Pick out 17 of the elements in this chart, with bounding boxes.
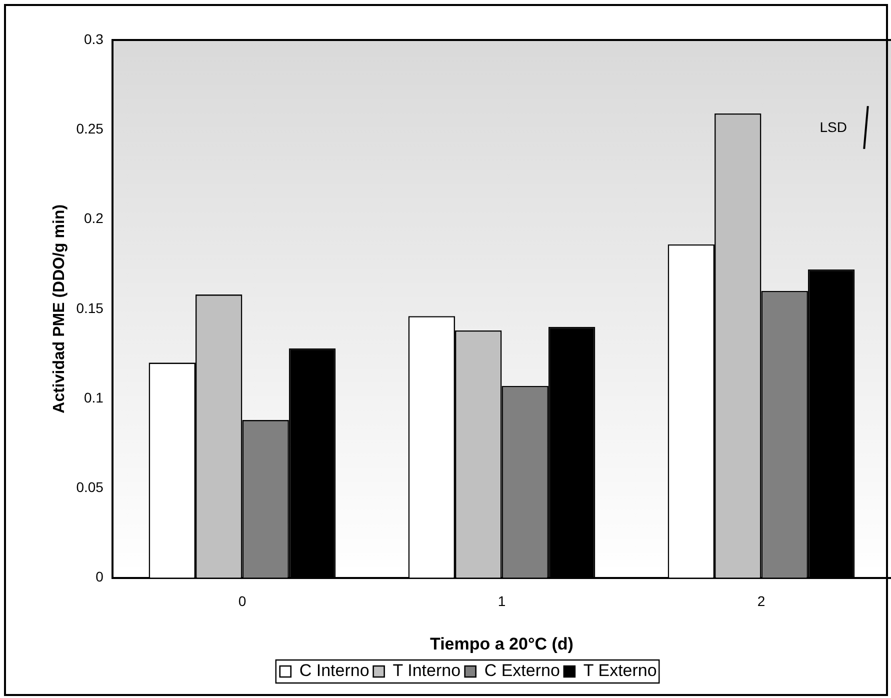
y-tick-label: 0.05 — [76, 479, 104, 496]
legend-label: C Interno — [299, 661, 370, 680]
y-tick-label: 0.2 — [84, 210, 104, 226]
annotation: LSD — [820, 118, 847, 135]
x-tick-label: 2 — [757, 593, 766, 610]
x-tick-label: 0 — [238, 593, 246, 610]
x-tick-label: 1 — [498, 593, 506, 610]
y-tick-label: 0.3 — [84, 30, 104, 47]
y-tick-label: 0.1 — [84, 389, 104, 406]
legend-label: T Externo — [583, 661, 657, 680]
legend-label: T Interno — [392, 661, 461, 680]
y-tick-label: 0.15 — [76, 300, 104, 316]
y-axis-title: Actividad PME (DDO/g min) — [51, 204, 68, 414]
x-axis-title: Tiempo a 20°C (d) — [430, 634, 574, 654]
legend-label: C Externo — [484, 661, 560, 680]
y-tick-label: 0 — [96, 568, 104, 585]
y-tick-label: 0.25 — [76, 120, 104, 136]
